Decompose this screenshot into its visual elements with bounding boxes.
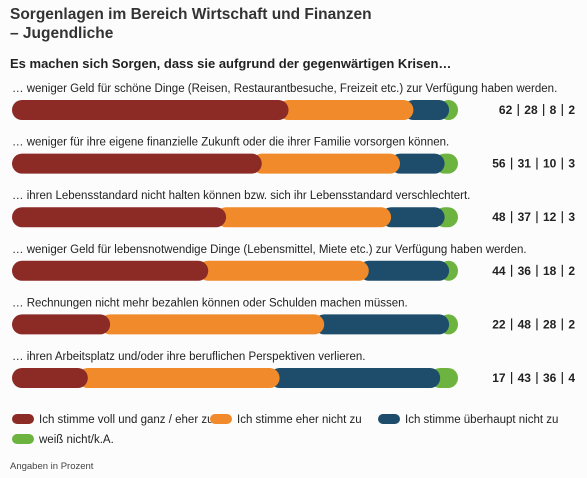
bar-segment [381, 207, 445, 228]
value-label: 62 [499, 103, 513, 117]
value-label: 8 [550, 103, 557, 117]
legend-marker [378, 414, 400, 424]
bar-segment [403, 100, 450, 120]
bar-segment [251, 153, 401, 174]
legend-label: Ich stimme überhaupt nicht zu [405, 414, 558, 426]
legend-marker [12, 414, 34, 424]
value-label: 28 [543, 317, 557, 331]
value-label: 2 [568, 264, 575, 278]
value-label: 31 [518, 157, 532, 171]
bar-segment [12, 153, 262, 174]
bar-segment [278, 100, 414, 120]
bar-segment [216, 207, 392, 228]
footnote: Angaben in Prozent [10, 461, 94, 472]
legend-label: weiß nicht/k.A. [38, 434, 114, 446]
bar-segment [390, 153, 445, 174]
legend-marker [210, 414, 232, 424]
legend-label: Ich stimme eher nicht zu [237, 414, 362, 426]
bar-segment [12, 314, 111, 335]
category-label: … ihren Arbeitsplatz und/oder ihre beruf… [12, 351, 366, 363]
legend-label: Ich stimme voll und ganz / eher zu [39, 414, 214, 426]
bar-segment [12, 100, 289, 120]
value-label: 48 [492, 210, 506, 224]
value-label: 44 [492, 264, 506, 278]
legend-marker [12, 434, 34, 444]
bar-segment [198, 260, 369, 281]
value-label: 48 [518, 317, 532, 331]
value-label: 36 [518, 264, 532, 278]
value-label: 12 [543, 210, 557, 224]
category-label: … Rechnungen nicht mehr bezahlen können … [12, 297, 408, 309]
value-label: 2 [568, 317, 575, 331]
category-label: … weniger für ihre eigene finanzielle Zu… [12, 137, 449, 149]
chart-title: Sorgenlagen im Bereich Wirtschaft und Fi… [10, 6, 372, 23]
category-label: … weniger Geld für lebensnotwendige Ding… [12, 244, 527, 256]
value-label: 3 [568, 210, 575, 224]
bar-segment [314, 314, 450, 335]
bar-segment [100, 314, 325, 335]
bar-segment [77, 368, 280, 388]
value-label: 4 [568, 371, 575, 385]
value-label: 22 [492, 317, 506, 331]
value-label: 36 [543, 371, 557, 385]
value-label: 28 [524, 103, 538, 117]
category-label: … ihren Lebensstandard nicht halten könn… [12, 190, 470, 202]
value-label: 10 [543, 157, 557, 171]
bar-segment [269, 368, 441, 388]
value-label: 18 [543, 264, 557, 278]
value-label: 37 [518, 210, 532, 224]
value-label: 3 [568, 157, 575, 171]
bar-segment [358, 260, 450, 281]
value-label: 2 [568, 103, 575, 117]
value-label: 43 [518, 371, 532, 385]
category-label: … weniger Geld für schöne Dinge (Reisen,… [12, 83, 557, 95]
bar-segment [12, 260, 209, 281]
value-label: 56 [492, 157, 506, 171]
chart-title: – Jugendliche [10, 25, 114, 42]
value-label: 17 [492, 371, 506, 385]
bar-segment [12, 207, 227, 228]
bar-segment [12, 368, 88, 388]
chart-subtitle: Es machen sich Sorgen, dass sie aufgrund… [10, 56, 451, 71]
